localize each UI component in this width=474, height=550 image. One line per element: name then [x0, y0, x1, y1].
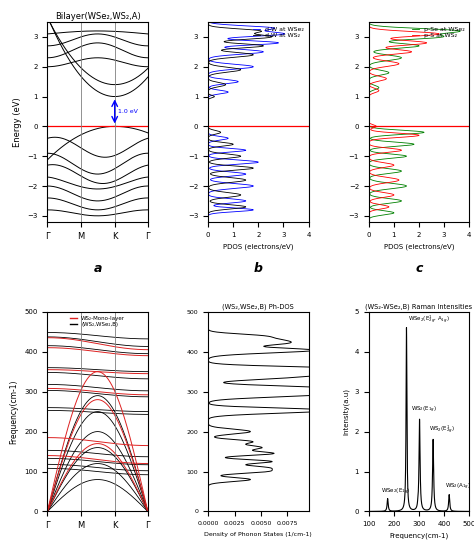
Y-axis label: Frequency(cm-1): Frequency(cm-1) [9, 379, 18, 444]
d-W at WSe₂ [205, 97, 211, 104]
Legend: WS₂-Mono-layer, (WS₂,WSe₂,B): WS₂-Mono-layer, (WS₂,WSe₂,B) [69, 315, 126, 328]
Text: WS$_2$(A$_{1g}$): WS$_2$(A$_{1g}$) [446, 481, 472, 492]
p-Se at WSe₂ [366, 97, 372, 104]
Text: WS$_2$(E$^1_{2g}$): WS$_2$(E$^1_{2g}$) [429, 424, 455, 436]
p-S at WS₂ [366, 102, 372, 109]
p-S at WS₂ [396, 46, 402, 53]
Line: p-S at WS₂: p-S at WS₂ [369, 22, 439, 222]
Text: c: c [415, 262, 423, 275]
d-W at WSe₂ [206, 19, 212, 25]
Text: WSe$_2$(E$_{1g}$): WSe$_2$(E$_{1g}$) [381, 487, 410, 497]
p-Se at WSe₂ [366, 19, 372, 25]
d-W at WS₂ [207, 91, 212, 98]
Line: d-W at WSe₂: d-W at WSe₂ [208, 22, 284, 222]
d-W at WS₂ [205, 218, 211, 225]
X-axis label: Frequency(cm-1): Frequency(cm-1) [390, 533, 449, 540]
Legend: d-W at WSe₂, d-W at WS₂: d-W at WSe₂, d-W at WS₂ [252, 25, 305, 40]
p-S at WS₂ [375, 206, 381, 213]
p-S at WS₂ [366, 218, 372, 225]
X-axis label: PDOS (electrons/eV): PDOS (electrons/eV) [384, 243, 454, 250]
Line: p-Se at WSe₂: p-Se at WSe₂ [369, 22, 460, 222]
Title: Bilayer(WSe₂,WS₂,A): Bilayer(WSe₂,WS₂,A) [55, 12, 140, 21]
d-W at WSe₂ [250, 206, 255, 213]
d-W at WS₂ [237, 67, 243, 74]
p-Se at WSe₂ [378, 67, 383, 74]
d-W at WS₂ [222, 206, 228, 213]
d-W at WSe₂ [205, 218, 211, 225]
Line: d-W at WS₂: d-W at WS₂ [208, 22, 272, 222]
Text: 1.0 eV: 1.0 eV [118, 109, 137, 114]
Text: a: a [93, 262, 102, 275]
p-S at WS₂ [368, 91, 374, 98]
p-S at WS₂ [366, 19, 372, 25]
Title: (WS₂-WSe₂,B) Raman Intensities: (WS₂-WSe₂,B) Raman Intensities [365, 304, 473, 310]
p-Se at WSe₂ [373, 206, 379, 213]
Text: WSe$_2$(E$^1_{2g}$, A$_{1g}$): WSe$_2$(E$^1_{2g}$, A$_{1g}$) [408, 314, 449, 326]
p-Se at WSe₂ [366, 218, 372, 225]
Y-axis label: Energy (eV): Energy (eV) [13, 97, 22, 147]
Legend: p-Se at WSe₂, p-S at WS₂: p-Se at WSe₂, p-S at WS₂ [410, 25, 466, 40]
d-W at WS₂ [220, 46, 226, 53]
d-W at WS₂ [205, 19, 211, 25]
X-axis label: Density of Phonon States (1/cm-1): Density of Phonon States (1/cm-1) [204, 532, 312, 537]
p-Se at WSe₂ [366, 91, 372, 98]
p-Se at WSe₂ [366, 102, 372, 109]
p-S at WS₂ [368, 67, 374, 74]
p-S at WS₂ [366, 97, 372, 104]
d-W at WSe₂ [220, 67, 226, 74]
d-W at WS₂ [205, 97, 211, 104]
d-W at WSe₂ [205, 102, 211, 109]
d-W at WSe₂ [244, 46, 249, 53]
p-Se at WSe₂ [380, 46, 385, 53]
Title: (WS₂,WSe₂,B) Ph-DOS: (WS₂,WSe₂,B) Ph-DOS [222, 304, 294, 310]
X-axis label: PDOS (electrons/eV): PDOS (electrons/eV) [223, 243, 293, 250]
Y-axis label: Intensity(a.u): Intensity(a.u) [343, 388, 349, 435]
Text: b: b [254, 262, 263, 275]
Text: WS$_2$(E$_{1g}$): WS$_2$(E$_{1g}$) [411, 405, 437, 415]
d-W at WS₂ [205, 102, 211, 109]
d-W at WSe₂ [213, 91, 219, 98]
